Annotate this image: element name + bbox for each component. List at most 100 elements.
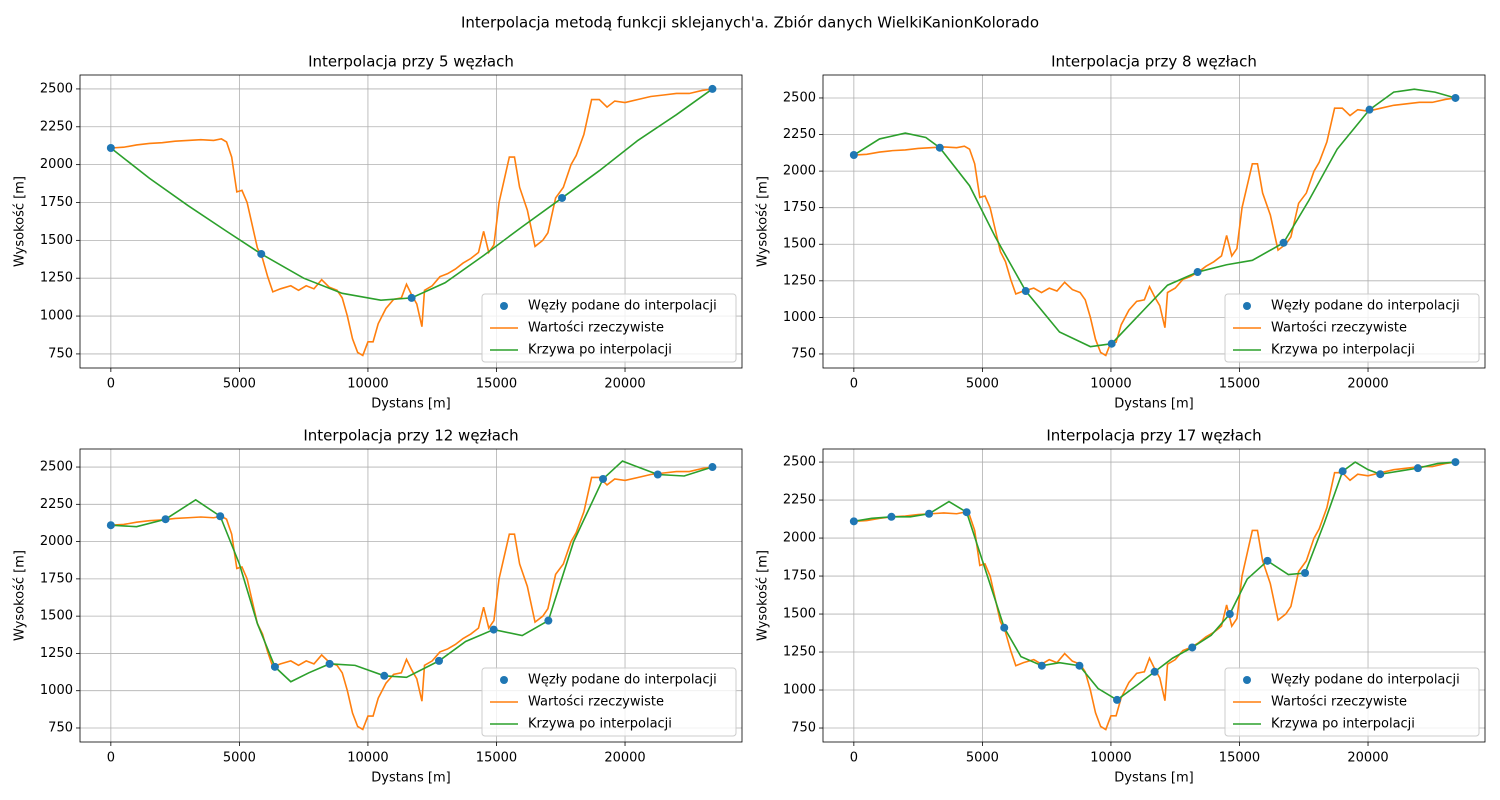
legend-box — [481, 667, 737, 737]
y-tick-label: 1250 — [783, 645, 816, 660]
x-axis-label: Dystans [m] — [1114, 397, 1194, 412]
knot-marker — [1451, 93, 1460, 102]
knot-marker — [1021, 287, 1030, 296]
knot-marker — [653, 470, 662, 479]
x-tick-label: 0 — [107, 751, 115, 766]
legend: Węzły podane do interpolacji Wartości rze… — [1224, 667, 1480, 737]
x-axis-label: Dystans [m] — [1114, 771, 1194, 786]
y-tick-label: 1500 — [40, 233, 73, 248]
legend-label: Węzły podane do interpolacji — [528, 299, 717, 314]
x-tick-label: 0 — [107, 377, 115, 392]
knot-marker — [962, 508, 971, 517]
y-tick-label: 1500 — [783, 237, 816, 252]
legend-label: Węzły podane do interpolacji — [1271, 673, 1460, 688]
legend-label: Węzły podane do interpolacji — [1271, 299, 1460, 314]
knot-marker — [407, 293, 416, 302]
y-tick-label: 1750 — [783, 200, 816, 215]
y-axis-label: Wysokość [m] — [13, 550, 28, 641]
knot-marker — [849, 517, 858, 526]
legend-swatch — [1243, 676, 1251, 684]
legend-label: Węzły podane do interpolacji — [528, 673, 717, 688]
x-tick-label: 5000 — [223, 751, 256, 766]
knot-marker — [1338, 467, 1347, 476]
x-tick-label: 5000 — [966, 377, 999, 392]
knot-marker — [1193, 268, 1202, 277]
figure-title: Interpolacja metodą funkcji sklejanych'a… — [461, 14, 1039, 32]
x-tick-label: 20000 — [1347, 377, 1388, 392]
data-line — [853, 461, 1456, 701]
knot-marker — [935, 143, 944, 152]
knot-marker — [106, 143, 115, 152]
y-tick-label: 2000 — [783, 164, 816, 179]
knot-marker — [925, 509, 934, 518]
legend-box — [481, 293, 737, 363]
knot-marker — [489, 625, 498, 634]
x-tick-label: 15000 — [1219, 751, 1260, 766]
knot-marker — [1075, 661, 1084, 670]
legend: Węzły podane do interpolacji Wartości rze… — [481, 293, 737, 363]
y-tick-label: 1000 — [783, 683, 816, 698]
knot-marker — [325, 659, 334, 668]
y-tick-label: 1750 — [40, 571, 73, 586]
knot-marker — [1413, 464, 1422, 473]
y-tick-label: 2500 — [40, 460, 73, 475]
data-line — [110, 88, 713, 301]
subplot: 0 5000 10000 15000 20000 750 1000 1250 1500 1750 2… — [756, 427, 1486, 786]
data-line — [853, 461, 1456, 731]
x-tick-label: 20000 — [604, 751, 645, 766]
y-tick-label: 2500 — [783, 455, 816, 470]
y-tick-label: 2500 — [783, 90, 816, 105]
knot-marker — [270, 662, 279, 671]
knot-marker — [599, 474, 608, 483]
x-axis-label: Dystans [m] — [371, 771, 451, 786]
knot-marker — [434, 656, 443, 665]
subplot-title: Interpolacja przy 17 węzłach — [1046, 427, 1261, 445]
data-line — [110, 460, 713, 683]
knot-marker — [1000, 623, 1009, 632]
y-tick-label: 2250 — [40, 497, 73, 512]
x-tick-label: 15000 — [476, 751, 517, 766]
y-tick-label: 1750 — [40, 195, 73, 210]
knot-marker — [161, 515, 170, 524]
x-tick-label: 20000 — [1347, 751, 1388, 766]
knot-marker — [1301, 569, 1310, 578]
legend-swatch — [500, 676, 508, 684]
y-tick-label: 2250 — [40, 119, 73, 134]
x-tick-label: 15000 — [476, 377, 517, 392]
knot-marker — [558, 193, 567, 202]
legend-label: Wartości rzeczywiste — [528, 695, 664, 710]
subplot-title: Interpolacja przy 5 węzłach — [308, 53, 514, 71]
knot-marker — [1107, 339, 1116, 348]
y-tick-label: 750 — [48, 720, 73, 735]
knot-marker — [1263, 556, 1272, 565]
x-tick-label: 0 — [850, 751, 858, 766]
y-tick-label: 750 — [48, 346, 73, 361]
x-tick-label: 5000 — [966, 751, 999, 766]
data-line — [110, 88, 713, 357]
knot-marker — [216, 512, 225, 521]
subplot: 0 5000 10000 15000 20000 750 1000 1250 1500 1750 2… — [13, 427, 743, 786]
knot-marker — [887, 512, 896, 521]
knot-marker — [106, 521, 115, 530]
legend-box — [1224, 667, 1480, 737]
x-tick-label: 20000 — [604, 377, 645, 392]
legend-label: Wartości rzeczywiste — [1271, 695, 1407, 710]
x-tick-label: 10000 — [1090, 377, 1131, 392]
axes-frame — [79, 448, 743, 743]
axes-frame — [79, 74, 743, 369]
x-tick-label: 10000 — [347, 377, 388, 392]
y-tick-label: 1000 — [783, 310, 816, 325]
subplot: 0 5000 10000 15000 20000 750 1000 1250 1500 1750 2… — [756, 53, 1486, 412]
legend-swatch — [1243, 302, 1251, 310]
knot-marker — [1113, 695, 1122, 704]
knot-marker — [1188, 643, 1197, 652]
legend-label: Wartości rzeczywiste — [1271, 321, 1407, 336]
legend-label: Wartości rzeczywiste — [528, 321, 664, 336]
x-tick-label: 5000 — [223, 377, 256, 392]
x-tick-label: 10000 — [1090, 751, 1131, 766]
y-tick-label: 1250 — [40, 646, 73, 661]
y-axis-label: Wysokość [m] — [13, 176, 28, 267]
y-axis-label: Wysokość [m] — [756, 550, 771, 641]
